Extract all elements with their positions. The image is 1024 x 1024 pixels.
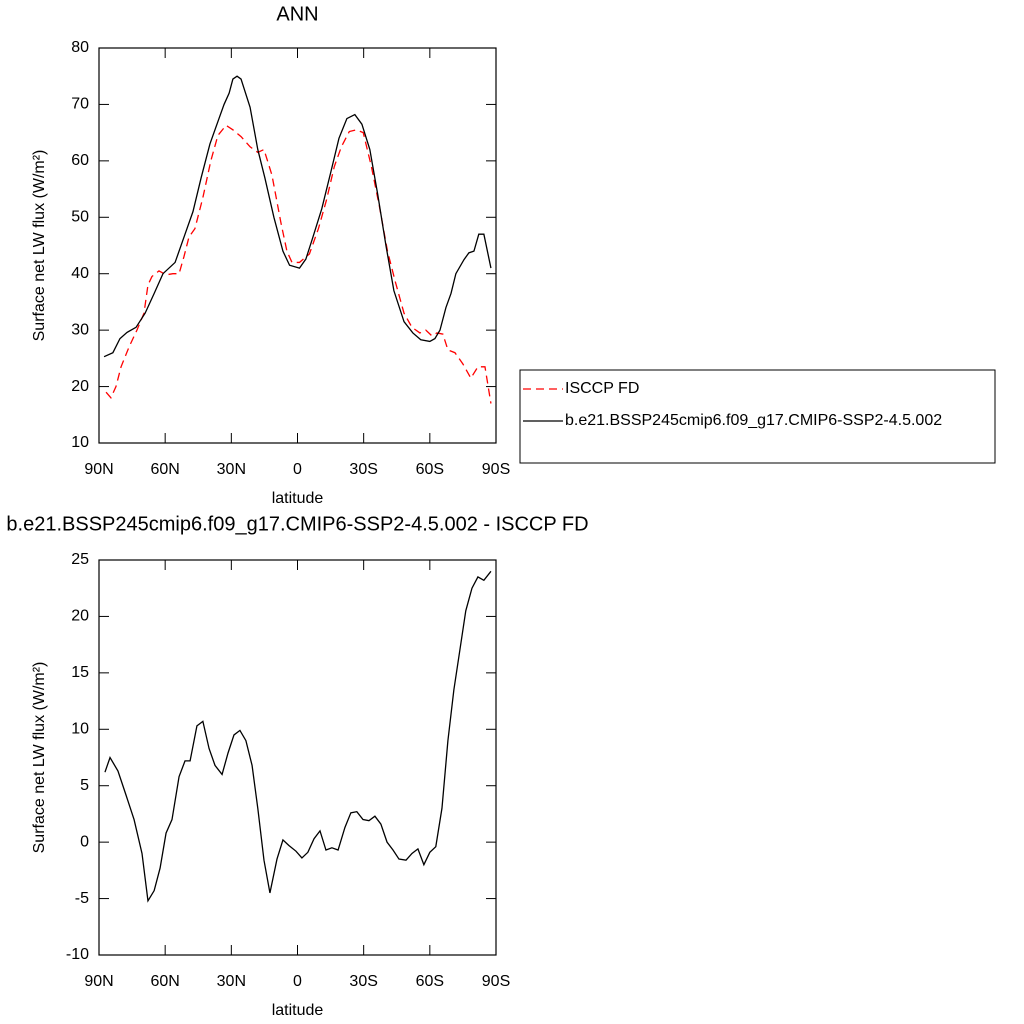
data-line xyxy=(105,124,492,404)
x-tick-label: 90S xyxy=(482,973,510,990)
legend-box xyxy=(519,369,996,464)
x-axis-label: latitude xyxy=(272,1002,324,1019)
y-tick-label: 0 xyxy=(80,833,89,850)
x-tick-label: 60N xyxy=(150,973,179,990)
y-tick-label: 25 xyxy=(71,551,89,568)
x-tick-label: 90N xyxy=(84,461,113,478)
chart-title: b.e21.BSSP245cmip6.f09_g17.CMIP6-SSP2-4.… xyxy=(6,513,588,535)
data-line xyxy=(103,75,492,358)
x-tick-label: 90S xyxy=(482,461,510,478)
x-tick-label: 90N xyxy=(84,973,113,990)
x-axis-label: latitude xyxy=(272,490,324,507)
plot-frame xyxy=(98,559,497,956)
y-tick-label: -5 xyxy=(75,890,89,907)
y-tick-label: 10 xyxy=(71,721,89,738)
y-tick-label: 80 xyxy=(71,39,89,56)
x-tick-label: 0 xyxy=(293,973,302,990)
x-tick-label: 30S xyxy=(349,973,377,990)
y-tick-label: 60 xyxy=(71,152,89,169)
y-tick-label: 30 xyxy=(71,321,89,338)
data-line xyxy=(104,570,492,903)
x-tick-label: 30N xyxy=(217,973,246,990)
y-tick-label: -10 xyxy=(66,946,89,963)
x-tick-label: 60S xyxy=(416,973,444,990)
y-axis-label: Surface net LW flux (W/m²) xyxy=(31,662,48,854)
y-tick-label: 20 xyxy=(71,608,89,625)
y-axis-label: Surface net LW flux (W/m²) xyxy=(31,150,48,342)
plot-frame xyxy=(98,47,497,444)
chart-title: ANN xyxy=(276,3,318,25)
y-tick-label: 20 xyxy=(71,378,89,395)
legend-label: ISCCP FD xyxy=(565,380,639,397)
y-tick-label: 10 xyxy=(71,434,89,451)
y-tick-label: 40 xyxy=(71,265,89,282)
y-tick-label: 50 xyxy=(71,209,89,226)
x-tick-label: 30N xyxy=(217,461,246,478)
legend-label: b.e21.BSSP245cmip6.f09_g17.CMIP6-SSP2-4.… xyxy=(565,412,942,429)
x-tick-label: 60N xyxy=(150,461,179,478)
x-tick-label: 30S xyxy=(349,461,377,478)
y-tick-label: 15 xyxy=(71,664,89,681)
x-tick-label: 0 xyxy=(293,461,302,478)
x-tick-label: 60S xyxy=(416,461,444,478)
y-tick-label: 5 xyxy=(80,777,89,794)
y-tick-label: 70 xyxy=(71,96,89,113)
